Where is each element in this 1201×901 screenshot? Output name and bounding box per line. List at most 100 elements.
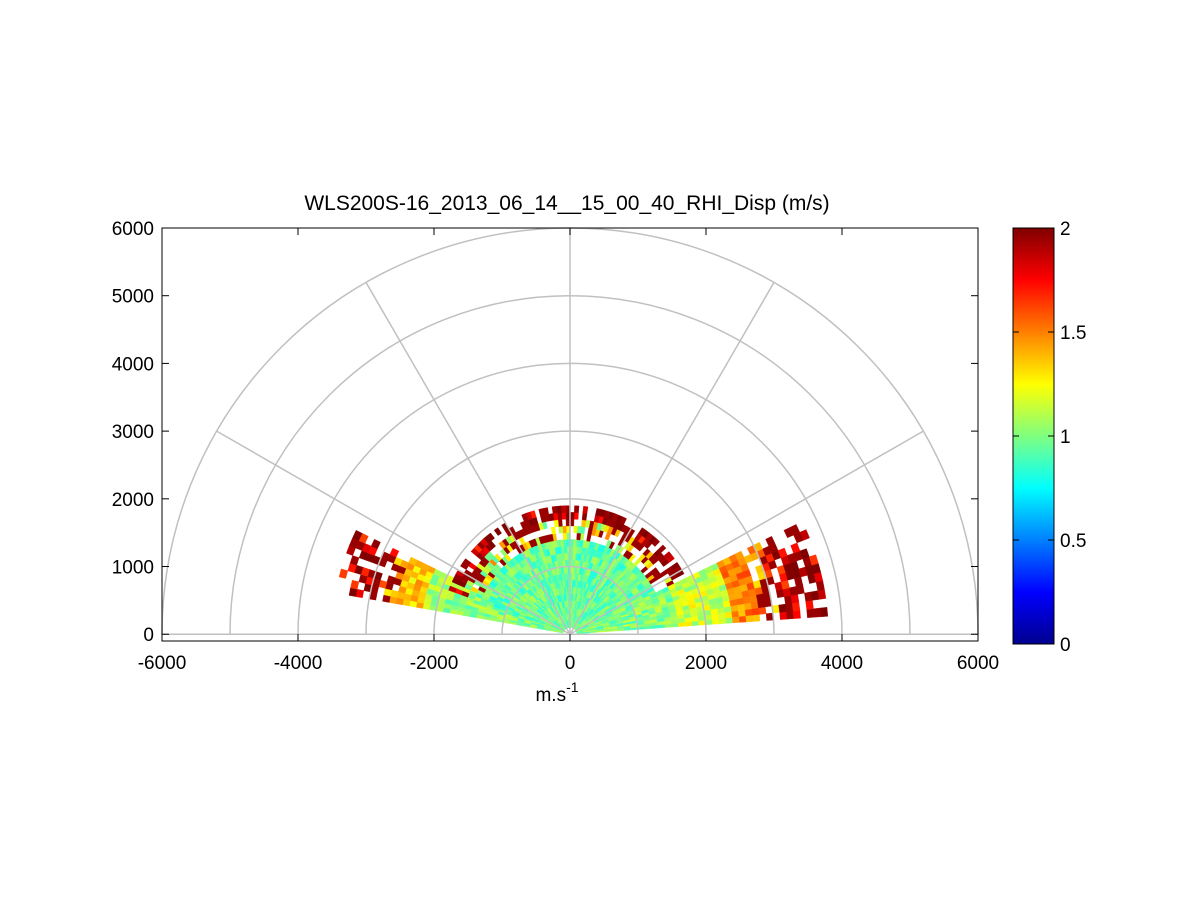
data-cell	[650, 567, 659, 575]
data-cell	[795, 584, 805, 595]
data-cell	[448, 585, 457, 593]
data-cell	[815, 580, 825, 591]
x-tick-label: 0	[565, 653, 576, 674]
y-axis-ticks: 0 1000 2000 3000 4000 5000 6000	[112, 219, 978, 646]
data-cell	[338, 568, 349, 579]
x-axis-label-sup: -1	[566, 679, 579, 695]
data-cell	[638, 527, 647, 536]
data-cell	[809, 554, 819, 566]
data-cell	[745, 614, 754, 623]
data-cell	[521, 513, 529, 522]
x-tick-label: 2000	[685, 653, 727, 674]
data-cell	[350, 579, 360, 590]
colorbar-tick-label: 0.5	[1060, 531, 1086, 552]
y-tick-label: 3000	[112, 422, 154, 443]
data-cell	[575, 539, 581, 547]
colorbar-gradient	[1012, 227, 1055, 645]
y-tick-label: 0	[143, 625, 154, 646]
y-tick-label: 2000	[112, 490, 154, 511]
colorbar-ticks: 0 0.5 1 1.5 2	[1013, 219, 1086, 656]
data-cell	[553, 519, 559, 528]
data-cell	[779, 611, 788, 620]
data-cells	[338, 505, 829, 635]
data-cell	[789, 524, 801, 536]
data-cell	[572, 539, 577, 547]
data-cell	[572, 559, 576, 567]
data-cell	[725, 616, 734, 624]
data-cell	[790, 594, 800, 604]
data-cell	[389, 547, 400, 558]
y-tick-label: 5000	[112, 287, 154, 308]
data-cell	[551, 506, 558, 514]
data-cell	[558, 525, 564, 534]
x-tick-label: -6000	[138, 653, 187, 674]
x-tick-label: 4000	[821, 653, 863, 674]
data-cell	[574, 505, 580, 513]
y-tick-label: 6000	[112, 219, 154, 240]
data-cell	[657, 544, 667, 553]
colorbar-tick-label: 0	[1060, 635, 1071, 656]
data-cell	[460, 562, 469, 570]
data-cell	[752, 614, 761, 622]
data-cell	[572, 552, 576, 561]
data-cell	[470, 586, 479, 594]
colorbar-tick-label: 2	[1060, 219, 1071, 240]
colorbar-tick-label: 1.5	[1060, 323, 1086, 344]
data-cell	[581, 519, 587, 528]
data-cell	[595, 508, 602, 517]
y-tick-label: 4000	[112, 354, 154, 375]
data-cell	[581, 512, 588, 521]
x-tick-label: -4000	[274, 653, 323, 674]
data-cell	[573, 512, 579, 520]
data-cell	[799, 529, 810, 541]
data-cell	[560, 505, 566, 513]
chart-title: WLS200S-16_2013_06_14__15_00_40_RHI_Disp…	[304, 192, 829, 215]
data-cell	[791, 601, 801, 612]
x-tick-label: 6000	[957, 653, 999, 674]
angle-spoke	[365, 282, 571, 635]
colorbar-tick-label: 1	[1060, 427, 1071, 448]
data-cell	[538, 508, 545, 517]
data-cell	[799, 548, 810, 560]
data-cell	[352, 530, 363, 541]
x-axis-ticks: -6000 -4000 -2000 0 2000 4000 6000	[138, 228, 999, 674]
data-cell	[386, 575, 396, 585]
data-cell	[550, 526, 557, 535]
data-cell	[765, 536, 776, 547]
data-cell	[499, 548, 508, 557]
data-cell	[451, 577, 461, 585]
data-cell	[718, 617, 727, 625]
data-cell	[778, 603, 787, 613]
plot-area: -6000 -4000 -2000 0 2000 4000 6000 0 1000 2000 30…	[112, 219, 999, 674]
data-cell	[758, 606, 767, 615]
data-cell	[734, 550, 745, 561]
data-cell	[806, 608, 815, 618]
data-cell	[805, 600, 814, 610]
data-cell	[582, 506, 589, 514]
data-cell	[731, 610, 740, 618]
data-cell	[738, 615, 747, 623]
data-cell	[562, 532, 567, 540]
x-tick-label: -2000	[410, 653, 459, 674]
data-cell	[751, 607, 760, 616]
data-cell	[519, 520, 527, 530]
data-cell	[792, 609, 801, 619]
data-cell	[663, 551, 673, 560]
data-cell	[777, 547, 788, 559]
data-cell	[576, 532, 581, 541]
data-cell	[744, 608, 753, 617]
x-axis-label: m.s-1	[535, 679, 578, 706]
data-cell	[705, 619, 713, 626]
data-cell	[370, 539, 381, 550]
data-cell	[732, 616, 740, 624]
data-cell	[480, 598, 489, 605]
data-cell	[572, 546, 577, 554]
x-axis-label-base: m.s	[535, 685, 566, 706]
data-cell	[498, 540, 507, 550]
data-cell	[470, 547, 480, 557]
data-cell	[671, 562, 680, 570]
polar-grid	[161, 227, 979, 635]
angle-spoke	[569, 282, 775, 635]
angle-spoke	[569, 430, 924, 635]
